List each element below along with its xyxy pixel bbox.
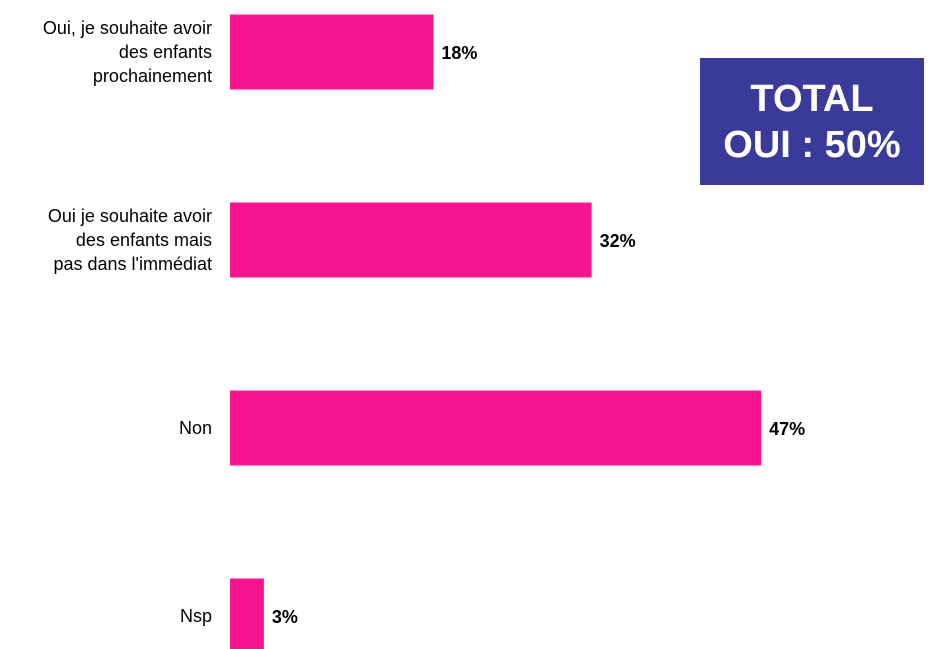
bar	[230, 390, 762, 466]
category-label: Oui je souhaite avoir des enfants mais p…	[47, 206, 212, 274]
bar	[230, 202, 592, 278]
value-label: 3%	[272, 607, 298, 627]
category-label: Non	[178, 418, 212, 438]
value-label: 47%	[769, 419, 805, 439]
value-label: 32%	[600, 231, 636, 251]
category-label: Nsp	[179, 606, 212, 626]
total-box: TOTAL OUI : 50%	[700, 58, 924, 185]
bar	[230, 578, 264, 649]
annotation-line: OUI : 50%	[723, 123, 901, 166]
value-label: 18%	[441, 43, 477, 63]
annotation-line: TOTAL	[750, 77, 874, 120]
bar	[230, 14, 434, 90]
category-label: Oui, je souhaite avoir des enfants proch…	[42, 18, 212, 86]
